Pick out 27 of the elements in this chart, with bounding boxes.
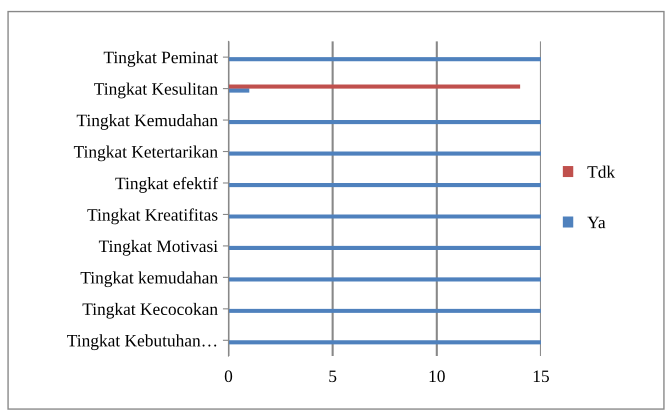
bar — [228, 57, 541, 62]
y-tick-label: Tingkat Kemudahan — [76, 114, 218, 130]
y-tick-label: Tingkat Kebutuhan… — [67, 334, 216, 350]
x-tick-label: 0 — [224, 370, 232, 382]
y-tick-label: Tingkat Peminat — [104, 51, 218, 67]
x-tick-label: 5 — [329, 370, 336, 382]
bar — [228, 88, 250, 93]
y-tick-label: Tingkat kemudahan — [80, 271, 218, 288]
legend-label: Tdk — [587, 166, 616, 178]
y-tick-label: Tingkat Motivasi — [98, 240, 218, 256]
y-tick-label: Tingkat Ketertarikan — [74, 146, 218, 162]
legend-label: Ya — [587, 216, 606, 228]
y-tick-label: Tingkat efektif — [115, 176, 218, 193]
y-tick-label: Tingkat Kreatifitas — [87, 208, 218, 224]
bar — [228, 308, 541, 313]
bar — [228, 214, 541, 219]
bar — [228, 120, 541, 124]
x-tick-label: 15 — [534, 370, 549, 382]
y-tick-label: Tingkat Kecocokan — [82, 302, 218, 319]
bar — [228, 246, 541, 250]
x-tick-label: 10 — [430, 370, 445, 382]
bar — [228, 277, 541, 282]
bar — [228, 340, 541, 344]
bar — [228, 84, 520, 89]
y-tick-label: Tingkat Kesulitan — [94, 82, 218, 98]
bar — [228, 152, 541, 156]
bar — [228, 182, 541, 188]
